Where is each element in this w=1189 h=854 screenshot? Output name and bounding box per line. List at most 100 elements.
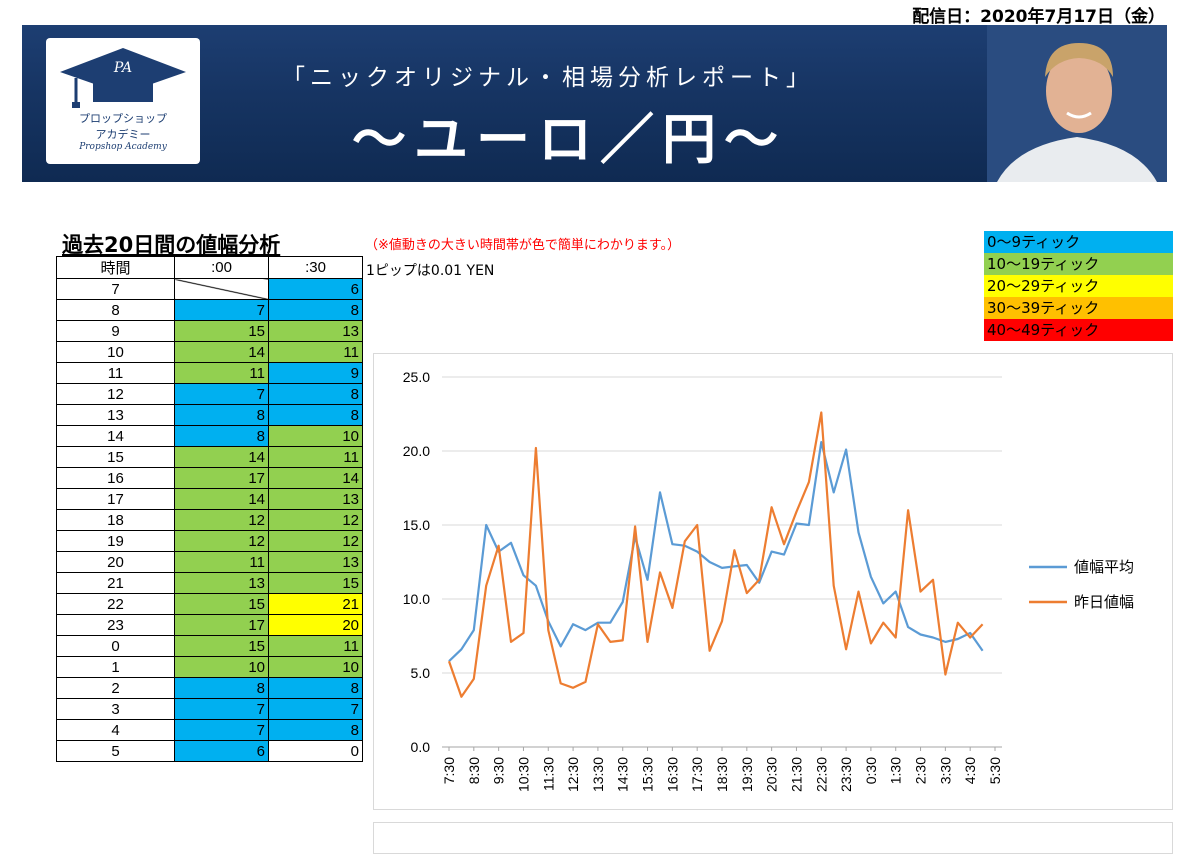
table-row: 0 15 11: [56, 635, 363, 657]
delivery-date: 配信日：2020年7月17日（金）: [912, 7, 1165, 27]
table-row: 18 12 12: [56, 509, 363, 531]
hour-cell: 9: [56, 320, 175, 342]
value-cell-m30: 10: [268, 656, 363, 678]
x-tick-label: 0:30: [863, 757, 879, 784]
y-tick-label: 25.0: [403, 369, 430, 385]
header-30: :30: [268, 256, 363, 279]
x-tick-label: 21:30: [788, 757, 804, 792]
table-row: 14 8 10: [56, 425, 363, 447]
x-tick-label: 11:30: [540, 757, 556, 791]
y-tick-label: 0.0: [411, 739, 431, 755]
series-line-0: [448, 441, 984, 662]
series-line-1: [447, 411, 984, 698]
value-cell-m00: 12: [174, 530, 269, 552]
x-tick-label: 13:30: [590, 757, 606, 792]
value-cell-m30: 8: [268, 719, 363, 741]
hour-cell: 23: [56, 614, 175, 636]
legend-band: 20～29ティック: [984, 275, 1173, 297]
table-row: 1 10 10: [56, 656, 363, 678]
hour-cell: 18: [56, 509, 175, 531]
value-cell-m00: 11: [174, 362, 269, 384]
value-cell-m00: 7: [174, 299, 269, 321]
header-00: :00: [174, 256, 269, 279]
value-cell-m30: 8: [268, 404, 363, 426]
legend-label: 値幅平均: [1074, 558, 1134, 576]
hour-cell: 14: [56, 425, 175, 447]
value-cell-m30: 14: [268, 467, 363, 489]
hour-cell: 15: [56, 446, 175, 468]
x-tick-label: 16:30: [664, 757, 680, 792]
graduation-cap-icon: PA: [60, 48, 186, 108]
chart-area: 0.0 5.0 10.0 15.0 20.0 25.0 7:30 8:30 9:30 10:30 1…: [373, 353, 1173, 810]
hour-cell: 3: [56, 698, 175, 720]
value-cell-m00: 11: [174, 551, 269, 573]
range-table: 時間 :00 :30 7 6 8 7 8 9 15 13 10 14 11 11 11 9 12 7 8 13 8 8…: [56, 256, 363, 762]
logo-initials: PA: [113, 60, 132, 76]
hour-cell: 16: [56, 467, 175, 489]
legend-band: 10～19ティック: [984, 253, 1173, 275]
value-cell-m00: 17: [174, 614, 269, 636]
y-tick-label: 15.0: [403, 517, 430, 533]
x-tick-label: 5:30: [987, 757, 1003, 784]
value-cell-m00: 17: [174, 467, 269, 489]
x-tick-label: 7:30: [441, 757, 457, 784]
value-cell-m00: 8: [174, 425, 269, 447]
table-row: 11 11 9: [56, 362, 363, 384]
hour-cell: 10: [56, 341, 175, 363]
value-cell-m00: [174, 278, 269, 300]
value-cell-m00: 14: [174, 488, 269, 510]
hour-cell: 11: [56, 362, 175, 384]
table-row: 12 7 8: [56, 383, 363, 405]
hour-cell: 17: [56, 488, 175, 510]
y-tick-label: 10.0: [403, 591, 430, 607]
hour-cell: 19: [56, 530, 175, 552]
x-tick-label: 17:30: [689, 757, 705, 792]
color-legend: 0～9ティック 10～19ティック 20～29ティック 30～39ティック 40～49テ…: [984, 231, 1173, 341]
hour-cell: 0: [56, 635, 175, 657]
table-row: 17 14 13: [56, 488, 363, 510]
value-cell-m30: 8: [268, 299, 363, 321]
hour-cell: 5: [56, 740, 175, 762]
value-cell-m00: 15: [174, 320, 269, 342]
hour-cell: 13: [56, 404, 175, 426]
table-row: 16 17 14: [56, 467, 363, 489]
report-subtitle: 「ニックオリジナル・相場分析レポート」: [282, 65, 814, 91]
x-tick-label: 9:30: [491, 757, 507, 784]
analysis-title: 過去20日間の値幅分析: [62, 233, 281, 257]
logo-line2: アカデミー: [95, 128, 151, 141]
hour-cell: 1: [56, 656, 175, 678]
secondary-chart-frame: [373, 822, 1173, 854]
value-cell-m00: 13: [174, 572, 269, 594]
value-cell-m00: 15: [174, 635, 269, 657]
hour-cell: 21: [56, 572, 175, 594]
hour-cell: 7: [56, 278, 175, 300]
presenter-photo: [987, 25, 1167, 182]
legend-band: 40～49ティック: [984, 319, 1173, 341]
logo-line1: プロップショップ: [79, 112, 167, 125]
value-cell-m30: 12: [268, 530, 363, 552]
value-cell-m30: 13: [268, 551, 363, 573]
x-tick-label: 14:30: [615, 757, 631, 792]
x-tick-label: 15:30: [640, 757, 656, 792]
value-cell-m30: 15: [268, 572, 363, 594]
y-tick-label: 20.0: [403, 443, 430, 459]
value-cell-m30: 11: [268, 635, 363, 657]
value-cell-m00: 6: [174, 740, 269, 762]
report-title: ～ユーロ／円～: [352, 107, 786, 171]
value-cell-m00: 7: [174, 719, 269, 741]
x-tick-label: 19:30: [739, 757, 755, 792]
report-banner: PA プロップショップ アカデミー Propshop Academy 「ニックオ…: [22, 25, 1167, 182]
x-tick-label: 1:30: [888, 757, 904, 784]
academy-logo: PA プロップショップ アカデミー Propshop Academy: [46, 38, 200, 164]
value-cell-m30: 13: [268, 320, 363, 342]
table-header-row: 時間 :00 :30: [56, 256, 363, 279]
x-tick-label: 8:30: [466, 757, 482, 784]
range-line-chart: 0.0 5.0 10.0 15.0 20.0 25.0 7:30 8:30 9:30 10:30 1…: [403, 369, 1134, 792]
table-row: 19 12 12: [56, 530, 363, 552]
x-tick-label: 12:30: [565, 757, 581, 792]
legend-label: 昨日値幅: [1074, 593, 1134, 611]
